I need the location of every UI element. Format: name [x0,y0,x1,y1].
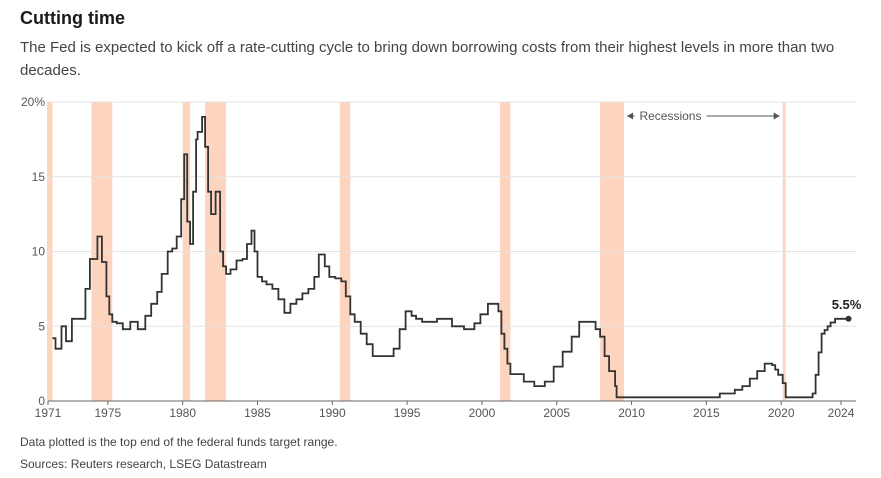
y-tick-label-15: 15 [32,170,46,184]
x-tick-label-1990: 1990 [319,406,346,420]
x-tick-label-2010: 2010 [618,406,645,420]
fed-funds-line-chart: 0 5 10 15 20% 1971 1975 1980 1985 1990 1995 2000 200… [21,95,862,420]
y-tick-label-20: 20% [21,95,45,109]
x-tick-label-1971: 1971 [35,406,62,420]
x-tick-label-2015: 2015 [693,406,720,420]
y-tick-label-5: 5 [38,319,45,333]
recessions-arrowhead-right [773,112,780,120]
y-tick-label-0: 0 [38,394,45,408]
x-tick-label-2020: 2020 [768,406,795,420]
x-tick-label-1985: 1985 [244,406,271,420]
recessions-annotation-label: Recessions [639,109,701,123]
end-value-label: 5.5% [832,297,862,312]
data-note: Data plotted is the top end of the feder… [20,435,338,449]
y-tick-label-10: 10 [32,245,46,259]
chart-subtitle: The Fed is expected to kick off a rate-c… [20,39,835,79]
x-tick-label-2024: 2024 [828,406,855,420]
rate-series-line [52,116,849,399]
x-tick-label-1980: 1980 [169,406,196,420]
x-tick-label-2005: 2005 [543,406,570,420]
x-tick-label-1975: 1975 [95,406,122,420]
sources-note: Sources: Reuters research, LSEG Datastre… [20,457,267,471]
recessions-arrowhead-left [627,112,634,120]
x-tick-label-2000: 2000 [469,406,496,420]
end-point-marker [845,315,852,322]
x-tick-label-1995: 1995 [394,406,421,420]
chart-title: Cutting time [20,8,125,28]
